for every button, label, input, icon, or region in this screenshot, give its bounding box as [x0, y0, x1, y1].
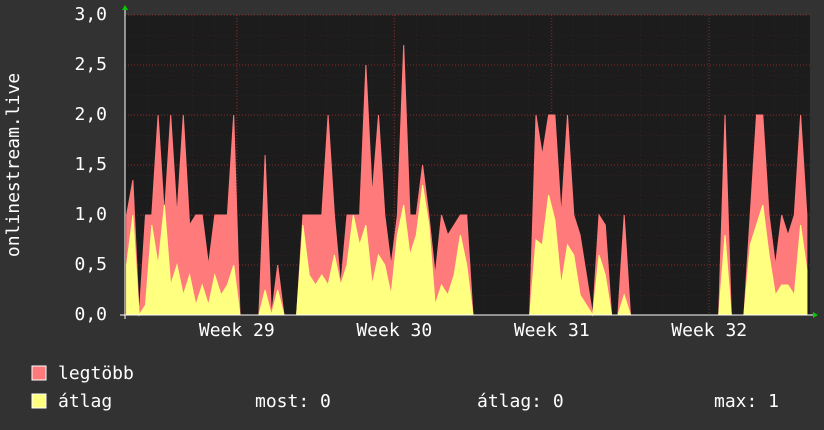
legend-swatch [31, 365, 47, 381]
stat: max: 1 [714, 391, 779, 412]
y-tick-label: 1,0 [74, 204, 107, 225]
stat: most: 0 [255, 391, 331, 412]
legend-swatch [31, 393, 47, 409]
x-tick-label: Week 31 [514, 320, 590, 341]
y-tick-label: 0,5 [74, 254, 107, 275]
x-tick-label: Week 30 [356, 320, 432, 341]
y-tick-label: 3,0 [74, 4, 107, 25]
y-tick-label: 1,5 [74, 154, 107, 175]
y-tick-label: 0,0 [74, 304, 107, 325]
axis-arrow [122, 5, 128, 10]
legend-label: átlag [58, 391, 112, 412]
x-tick-label: Week 29 [199, 320, 275, 341]
stat: átlag: 0 [477, 391, 564, 412]
legend-label: legtöbb [58, 363, 134, 384]
y-tick-label: 2,5 [74, 54, 107, 75]
axis-arrow [813, 312, 818, 318]
x-tick-label: Week 32 [671, 320, 747, 341]
y-axis-label: onlinestream.live [3, 73, 24, 257]
y-tick-label: 2,0 [74, 104, 107, 125]
